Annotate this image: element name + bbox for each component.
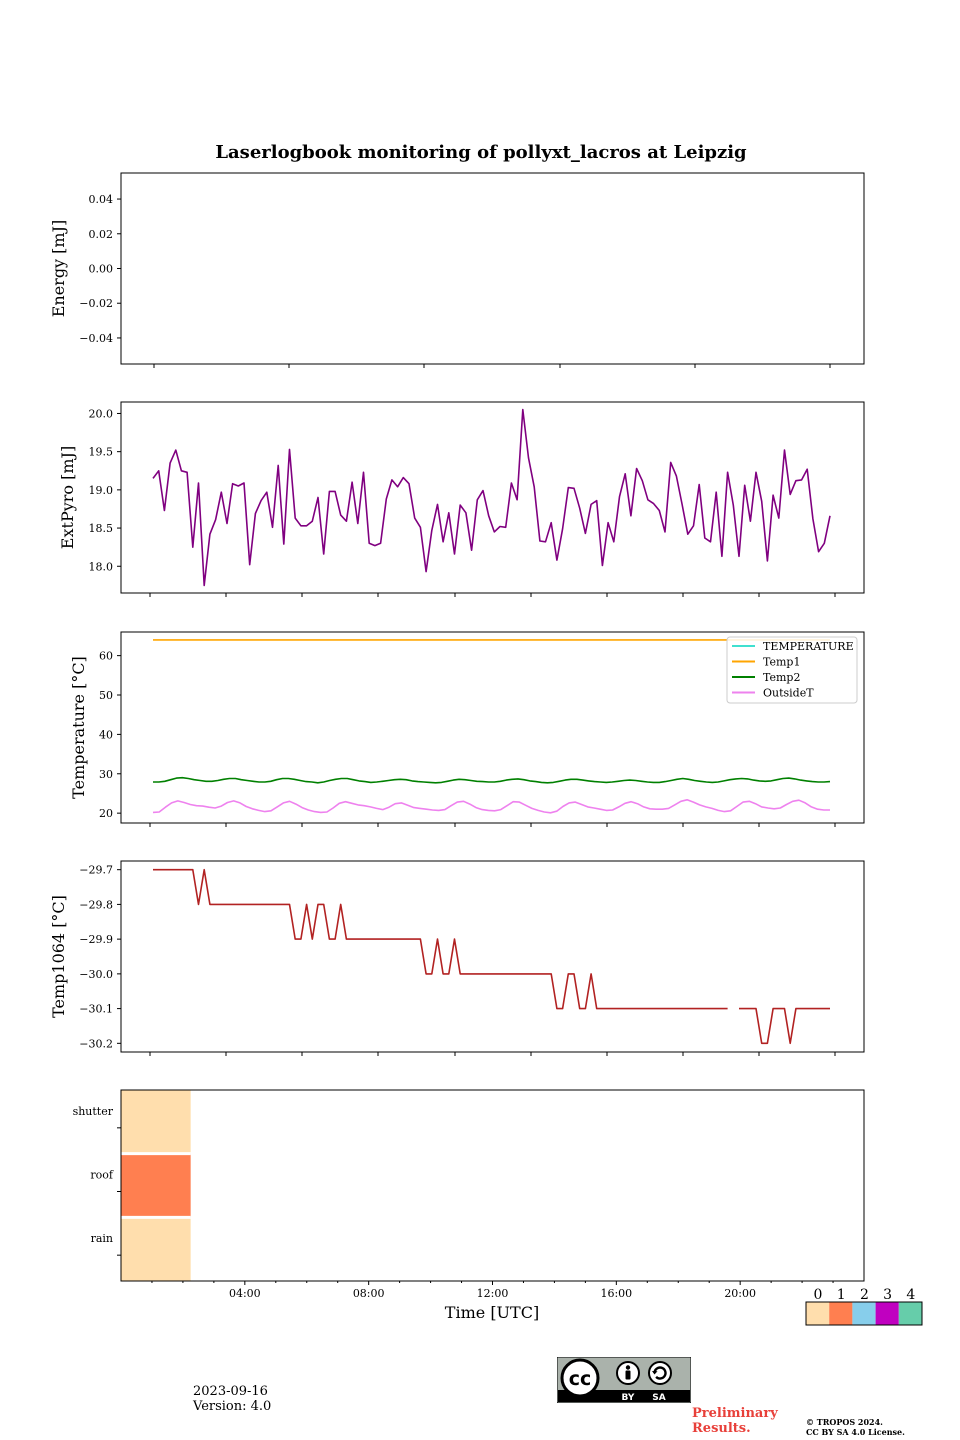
plot-frame [120, 860, 865, 1053]
y-tick-label: roof [90, 1169, 114, 1182]
legend-box [726, 636, 858, 704]
status-block-rain [121, 1217, 191, 1281]
y-tick-label: shutter [73, 1105, 114, 1118]
y-tick-label: −30.0 [79, 968, 113, 981]
series-line [153, 868, 830, 1045]
y-tick-label: −30.2 [79, 1037, 113, 1050]
y-tick-label: rain [91, 1232, 113, 1245]
panel-1: −0.04 −0.02 0.00 0.02 0.04 Energy [mJ] [49, 172, 865, 368]
y-tick-label: −30.1 [79, 1003, 113, 1016]
sa-icon [648, 1361, 672, 1385]
y-tick-label: −29.8 [79, 898, 113, 911]
x-tick-label: 08:00 [353, 1287, 385, 1300]
colorbar-cell [852, 1302, 876, 1325]
plot-frame [120, 1089, 865, 1282]
x-tick-label: 20:00 [724, 1287, 756, 1300]
plot-frame [120, 401, 865, 594]
panel-3: 20 30 40 50 60 Temperature [°C] TEMPERATURE Tem… [69, 631, 865, 827]
status-block-shutter [121, 1090, 191, 1154]
y-tick-label: −29.9 [79, 933, 113, 946]
y-tick-label: −0.02 [79, 297, 113, 310]
chart-title: Laserlogbook monitoring of pollyxt_lacro… [215, 142, 747, 163]
series-line-outsidet [152, 799, 830, 814]
x-tick-label: 12:00 [477, 1287, 509, 1300]
preliminary-note: Preliminary Results. [692, 1406, 778, 1436]
y-tick-label: −29.7 [79, 864, 113, 877]
panel-4: −30.2 −30.1 −30.0 −29.9 −29.8 −29.7 Temp1064 [… [49, 860, 865, 1056]
y-tick-label: 50 [99, 689, 113, 702]
svg-text:cc: cc [569, 1368, 592, 1390]
copyright-line-1: © TROPOS 2024. [806, 1417, 883, 1427]
panel-5-status: shutter roof rain 04:00 08:00 12:00 16:00 20:00 [73, 1089, 865, 1300]
y-tick-label: 0.04 [89, 193, 114, 206]
plot-frame [120, 631, 865, 824]
y-axis-label: ExtPyro [mJ] [58, 446, 77, 549]
copyright-line-2: CC BY SA 4.0 License. [806, 1427, 905, 1437]
series-line-temp2 [153, 776, 831, 784]
y-tick-label: 20.0 [89, 407, 114, 420]
y-tick-label: −0.04 [79, 332, 113, 345]
y-tick-label: 30 [99, 768, 113, 781]
legend-label: Temp2 [763, 671, 800, 684]
footer-version: Version: 4.0 [193, 1399, 272, 1414]
colorbar-label: 1 [837, 1287, 846, 1303]
colorbar-label: 3 [883, 1287, 892, 1303]
footer-info: 2023-09-16 Version: 4.0 [193, 1384, 271, 1414]
legend: TEMPERATURE Temp1 Temp2 OutsideT [726, 636, 858, 704]
y-axis-label: Energy [mJ] [49, 220, 68, 318]
x-tick-label: 16:00 [600, 1287, 632, 1300]
x-tick-label: 04:00 [229, 1287, 261, 1300]
x-axis-label: Time [UTC] [445, 1303, 539, 1322]
colorbar-cell [829, 1302, 853, 1325]
legend-label: Temp1 [763, 656, 800, 669]
cc-by-sa-badge: cc BY SA [557, 1357, 691, 1403]
y-axis-label: Temp1064 [°C] [49, 895, 68, 1018]
copyright-note: © TROPOS 2024. CC BY SA 4.0 License. [806, 1417, 905, 1437]
footer-date: 2023-09-16 [193, 1384, 268, 1399]
y-tick-label: 40 [99, 728, 113, 741]
colorbar-cell [806, 1302, 830, 1325]
colorbar-frame [805, 1301, 923, 1326]
y-tick-label: 60 [99, 650, 113, 663]
colorbar-cell [898, 1302, 922, 1325]
y-tick-label: 0.00 [89, 263, 114, 276]
badge-by-label: BY [622, 1393, 635, 1403]
colorbar-label: 2 [860, 1287, 869, 1303]
legend-label: OutsideT [763, 687, 814, 700]
y-tick-label: 18.5 [89, 522, 114, 535]
badge-sa-label: SA [652, 1393, 665, 1403]
y-tick-label: 19.0 [89, 484, 114, 497]
y-axis-label: Temperature [°C] [69, 656, 88, 799]
plot-frame [120, 172, 865, 365]
cc-icon [560, 1358, 600, 1398]
y-tick-label: 20 [99, 807, 113, 820]
y-tick-label: 19.5 [89, 446, 114, 459]
y-tick-label: 0.02 [89, 228, 114, 241]
colorbar-label: 0 [814, 1287, 823, 1303]
y-tick-label: 18.0 [89, 560, 114, 573]
legend-label: TEMPERATURE [763, 640, 854, 653]
colorbar-label: 4 [906, 1287, 915, 1303]
panel-2: 18.0 18.5 19.0 19.5 20.0 ExtPyro [mJ] [58, 401, 865, 597]
status-block-roof [121, 1153, 191, 1218]
series-line [152, 408, 831, 587]
colorbar-cell [875, 1302, 899, 1325]
